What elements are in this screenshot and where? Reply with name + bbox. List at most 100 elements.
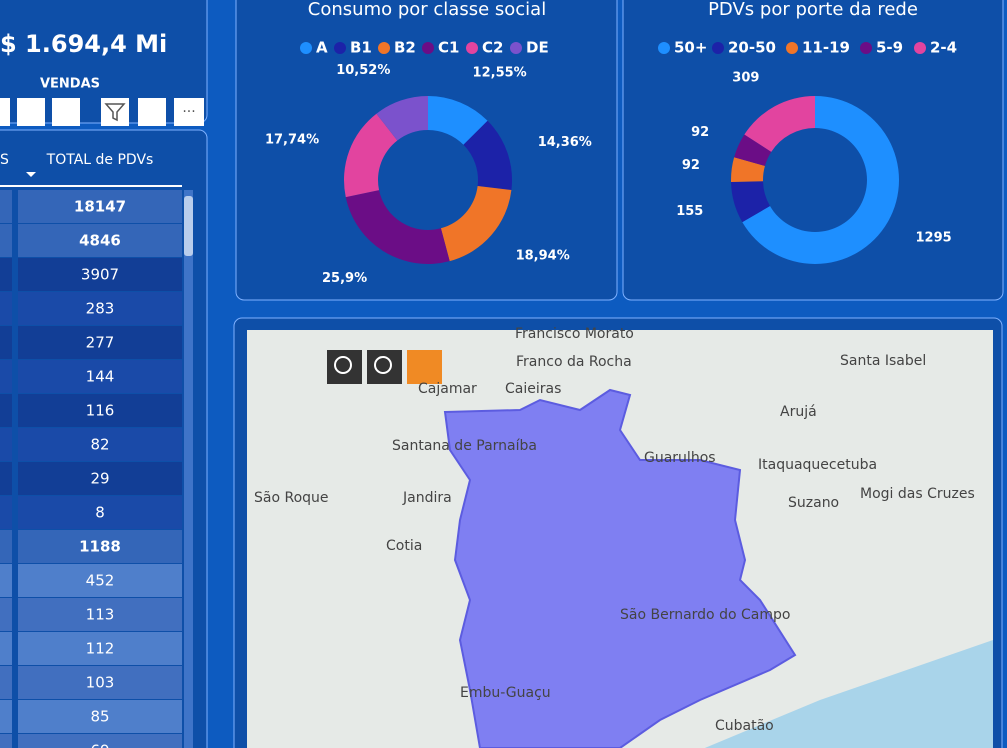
cell-value: 18147 bbox=[74, 198, 126, 216]
legend-label: 11-19 bbox=[802, 39, 850, 57]
data-label: 1295 bbox=[915, 230, 951, 245]
legend-swatch bbox=[860, 42, 872, 54]
donut-slice bbox=[376, 96, 428, 141]
column-header[interactable]: TOTAL de PDVs bbox=[46, 152, 154, 168]
cell-background bbox=[18, 326, 182, 359]
chart-panel bbox=[622, 0, 1004, 301]
donut-slice bbox=[463, 120, 513, 191]
row-background bbox=[0, 496, 12, 529]
cell-background bbox=[18, 666, 182, 699]
legend-swatch bbox=[510, 42, 522, 54]
donut-slice bbox=[734, 134, 772, 166]
place-label: Santana de Parnaíba bbox=[392, 438, 537, 454]
place-label: Cajamar bbox=[418, 381, 477, 397]
legend-swatch bbox=[300, 42, 312, 54]
place-label: Mogi das Cruzes bbox=[860, 486, 975, 502]
legend-label: C2 bbox=[482, 39, 503, 57]
zoom-out[interactable] bbox=[367, 350, 402, 384]
cell-value: 4846 bbox=[79, 232, 121, 250]
cell-background bbox=[18, 734, 182, 748]
sort-icon bbox=[26, 172, 36, 177]
data-label: 92 bbox=[682, 158, 700, 173]
column-header: S bbox=[0, 152, 9, 168]
donut-slice bbox=[440, 185, 512, 262]
data-label: 14,36% bbox=[538, 135, 592, 150]
scrollbar-thumb[interactable] bbox=[184, 196, 193, 256]
cell-background bbox=[18, 564, 182, 597]
legend-label: A bbox=[316, 39, 328, 57]
data-label: 17,74% bbox=[265, 132, 319, 147]
row-background bbox=[0, 564, 12, 597]
data-label: 155 bbox=[676, 204, 703, 219]
legend-label: B2 bbox=[394, 39, 416, 57]
place-label: Francisco Morato bbox=[515, 326, 634, 342]
cell-background bbox=[18, 496, 182, 529]
place-label: Caieiras bbox=[505, 381, 561, 397]
cell-value: 116 bbox=[86, 402, 115, 420]
sea bbox=[704, 640, 993, 748]
legend-swatch bbox=[658, 42, 670, 54]
row-background bbox=[0, 190, 12, 223]
donut-slice bbox=[744, 95, 815, 152]
data-label: 92 bbox=[691, 125, 709, 140]
cell-background bbox=[18, 190, 182, 223]
zoom-icon bbox=[334, 356, 352, 374]
legend-label: C1 bbox=[438, 39, 459, 57]
place-label: São Bernardo do Campo bbox=[620, 607, 790, 623]
cell-value: 112 bbox=[86, 640, 115, 658]
tool-button[interactable] bbox=[17, 98, 45, 126]
cell-value: 8 bbox=[95, 504, 105, 522]
zoom-icon bbox=[374, 356, 392, 374]
tool-button[interactable] bbox=[0, 98, 10, 126]
more-button[interactable] bbox=[174, 98, 204, 126]
legend-swatch bbox=[466, 42, 478, 54]
cell-value: 144 bbox=[86, 368, 115, 386]
pan-tool[interactable] bbox=[407, 350, 442, 384]
filter-icon bbox=[104, 103, 126, 122]
legend-swatch bbox=[378, 42, 390, 54]
cell-background bbox=[18, 462, 182, 495]
more-icon: ··· bbox=[182, 104, 195, 120]
place-label: Suzano bbox=[788, 495, 839, 511]
cell-value: 85 bbox=[90, 708, 109, 726]
legend-label: 20-50 bbox=[728, 39, 776, 57]
row-background bbox=[0, 394, 12, 427]
legend-label: B1 bbox=[350, 39, 372, 57]
row-background bbox=[0, 360, 12, 393]
place-label: Cubatão bbox=[715, 718, 774, 734]
place-label: São Roque bbox=[254, 490, 329, 506]
legend-swatch bbox=[786, 42, 798, 54]
donut-slice bbox=[343, 113, 398, 198]
cell-value: 82 bbox=[90, 436, 109, 454]
cell-value: 3907 bbox=[81, 266, 119, 284]
row-background bbox=[0, 700, 12, 733]
legend-swatch bbox=[914, 42, 926, 54]
row-background bbox=[0, 428, 12, 461]
data-label: 25,9% bbox=[322, 271, 367, 286]
map: Francisco Morato Franco da Rocha Santa Isa… bbox=[247, 326, 993, 748]
city-area bbox=[443, 388, 797, 748]
cell-background bbox=[18, 292, 182, 325]
cell-background bbox=[18, 700, 182, 733]
cell-value: 113 bbox=[86, 606, 115, 624]
cell-background bbox=[18, 632, 182, 665]
place-label: Santa Isabel bbox=[840, 353, 926, 369]
row-background bbox=[0, 530, 12, 563]
tool-button[interactable] bbox=[52, 98, 80, 126]
kpi-label: VENDAS bbox=[40, 77, 100, 92]
legend-swatch bbox=[422, 42, 434, 54]
chart-panel bbox=[235, 0, 618, 301]
zoom-in[interactable] bbox=[327, 350, 362, 384]
kpi-panel bbox=[0, 0, 208, 124]
donut-slice bbox=[742, 96, 899, 264]
place-label: Jandira bbox=[402, 490, 452, 506]
place-label: Franco da Rocha bbox=[516, 354, 632, 370]
cell-value: 277 bbox=[86, 334, 115, 352]
filter-button[interactable] bbox=[101, 98, 129, 126]
legend-label: 5-9 bbox=[876, 39, 903, 57]
row-background bbox=[0, 632, 12, 665]
cell-background bbox=[18, 360, 182, 393]
cell-value: 69 bbox=[90, 742, 109, 748]
focus-button[interactable] bbox=[138, 98, 166, 126]
